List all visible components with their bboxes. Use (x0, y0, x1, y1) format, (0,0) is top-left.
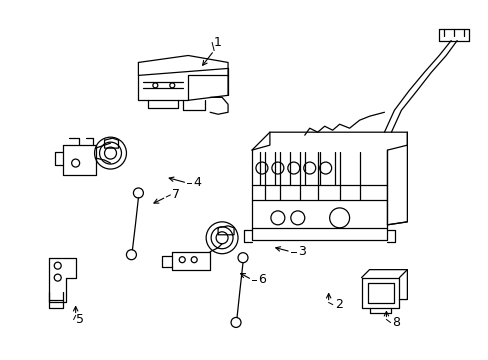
Text: 4: 4 (193, 176, 201, 189)
Text: 6: 6 (258, 273, 265, 286)
Text: 2: 2 (334, 298, 342, 311)
Text: 3: 3 (297, 245, 305, 258)
Text: 5: 5 (76, 313, 83, 326)
Text: 7: 7 (172, 188, 180, 202)
Text: 8: 8 (392, 316, 400, 329)
Text: 1: 1 (214, 36, 222, 49)
